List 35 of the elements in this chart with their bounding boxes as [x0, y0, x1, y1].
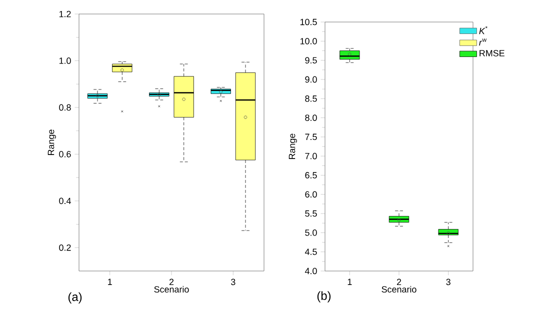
x-tick-label: 1	[348, 278, 352, 285]
x-tick-label: 3	[231, 278, 236, 286]
y-tick-label: 7.5	[305, 134, 317, 140]
legend-label: RMSE	[480, 50, 504, 56]
x-tick-label: 1	[108, 278, 112, 285]
x-axis-title: Scenario	[382, 286, 416, 293]
x-tick-label: 2	[396, 278, 402, 286]
y-tick-label: 6.0	[305, 191, 317, 198]
y-axis-title: Range	[48, 130, 56, 155]
y-tick-label: 8.5	[305, 95, 317, 102]
y-tick-label: 7.0	[305, 152, 317, 160]
y-tick-label: 6.5	[305, 172, 317, 178]
y-tick-label: 0.8	[59, 104, 71, 111]
y-tick-label: 0.4	[59, 198, 71, 204]
legend-label: r$^{w}$	[479, 38, 487, 46]
legend-label: K$^{*}$	[479, 26, 488, 34]
y-tick-label: 5.0	[305, 230, 317, 236]
y-tick-label: 1.2	[59, 10, 71, 18]
y-tick-label: 8.0	[305, 114, 317, 121]
y-axis-title: Range	[288, 134, 297, 159]
x-tick-label: 2	[169, 278, 174, 286]
y-tick-label: 5.5	[305, 210, 317, 217]
y-tick-label: 1.0	[59, 58, 71, 64]
y-tick-label: 4.0	[304, 268, 317, 274]
x-tick-label: 3	[446, 278, 450, 286]
x-axis-title: Scenario	[154, 286, 189, 293]
y-tick-label: 10.0	[300, 38, 317, 44]
y-tick-label: 0.2	[59, 244, 71, 251]
y-tick-label: 9.0	[305, 76, 317, 83]
y-tick-label: 10.5	[300, 18, 317, 26]
y-tick-label: 9.5	[305, 57, 317, 64]
text: (a)	[68, 292, 82, 304]
y-tick-label: 0.6	[59, 151, 71, 158]
y-tick-label: 4.5	[304, 248, 317, 255]
text: (b)	[317, 291, 331, 302]
